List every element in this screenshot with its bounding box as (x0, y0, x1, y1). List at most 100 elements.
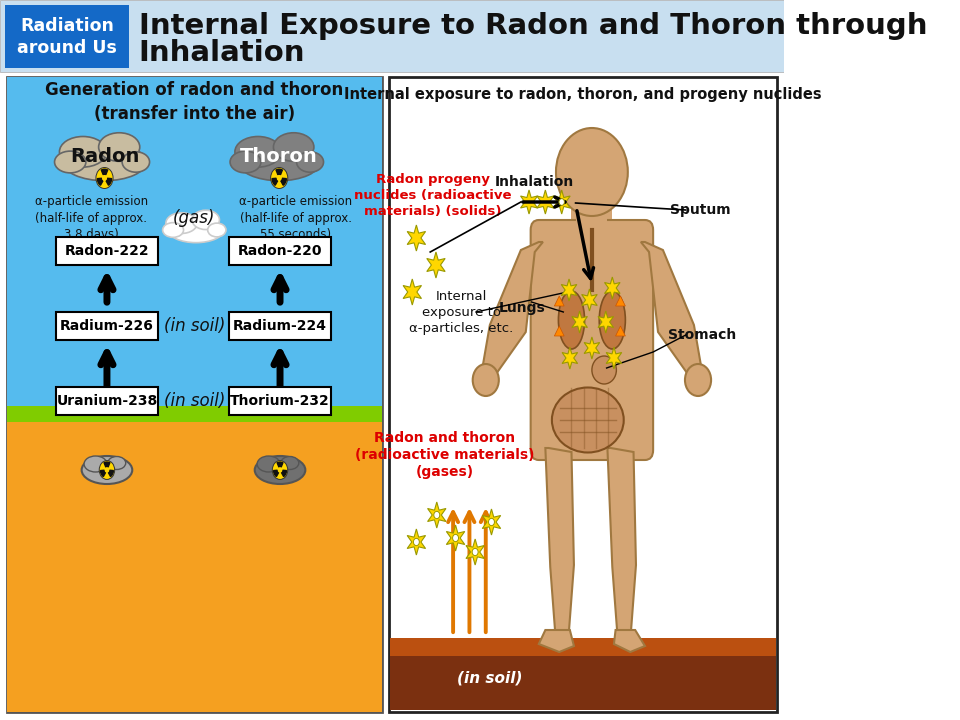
Circle shape (99, 461, 114, 480)
Polygon shape (614, 630, 645, 652)
Ellipse shape (108, 456, 126, 469)
FancyBboxPatch shape (5, 5, 129, 68)
FancyBboxPatch shape (391, 642, 776, 710)
Wedge shape (97, 179, 103, 185)
Ellipse shape (55, 151, 85, 173)
Text: Radon progeny
nuclides (radioactive
materials) (solids): Radon progeny nuclides (radioactive mate… (354, 173, 512, 217)
Ellipse shape (168, 217, 224, 243)
Polygon shape (520, 190, 538, 214)
Text: Internal exposure to radon, thoron, and progeny nuclides: Internal exposure to radon, thoron, and … (344, 86, 822, 102)
Ellipse shape (281, 456, 299, 469)
Text: Radon-220: Radon-220 (238, 244, 323, 258)
Polygon shape (562, 347, 578, 369)
Ellipse shape (82, 456, 132, 484)
Text: α-particle emission
(half-life of approx.
3.8 days): α-particle emission (half-life of approx… (35, 196, 148, 240)
Text: (in soil): (in soil) (163, 392, 225, 410)
Ellipse shape (599, 291, 625, 349)
Polygon shape (539, 630, 574, 652)
Ellipse shape (297, 152, 324, 172)
Polygon shape (482, 242, 543, 377)
Ellipse shape (84, 456, 107, 472)
Ellipse shape (254, 456, 305, 484)
Ellipse shape (207, 223, 226, 237)
Polygon shape (562, 279, 577, 301)
Text: Sputum: Sputum (670, 203, 731, 217)
Polygon shape (554, 326, 564, 336)
Circle shape (434, 511, 440, 518)
Text: Radium-224: Radium-224 (233, 319, 327, 333)
Polygon shape (598, 311, 613, 333)
Text: Thorium-232: Thorium-232 (230, 394, 330, 408)
Circle shape (414, 539, 420, 546)
Ellipse shape (192, 210, 220, 230)
FancyBboxPatch shape (576, 192, 608, 232)
Ellipse shape (238, 143, 320, 181)
Text: Generation of radon and thoron
(transfer into the air): Generation of radon and thoron (transfer… (45, 81, 344, 123)
Text: Thoron: Thoron (240, 146, 318, 166)
Polygon shape (466, 539, 485, 565)
FancyBboxPatch shape (56, 387, 158, 415)
Circle shape (271, 168, 288, 189)
Ellipse shape (552, 387, 624, 452)
Polygon shape (554, 296, 564, 306)
Text: Internal
exposure to
α-particles, etc.: Internal exposure to α-particles, etc. (409, 289, 514, 335)
Circle shape (685, 364, 711, 396)
Text: Radium-226: Radium-226 (60, 319, 154, 333)
Polygon shape (427, 502, 446, 528)
FancyBboxPatch shape (391, 638, 776, 656)
Wedge shape (281, 179, 286, 185)
Polygon shape (582, 289, 597, 311)
Polygon shape (545, 448, 574, 632)
FancyBboxPatch shape (56, 312, 158, 340)
FancyBboxPatch shape (228, 237, 331, 265)
Ellipse shape (559, 291, 585, 349)
Wedge shape (277, 462, 283, 467)
FancyBboxPatch shape (56, 237, 158, 265)
Circle shape (278, 468, 281, 472)
Ellipse shape (122, 152, 150, 172)
Text: (in soil): (in soil) (457, 670, 522, 685)
Wedge shape (104, 462, 109, 467)
Text: Radon and thoron
(radioactive materials)
(gases): Radon and thoron (radioactive materials)… (355, 431, 535, 480)
Ellipse shape (60, 137, 107, 167)
Polygon shape (407, 225, 425, 251)
FancyBboxPatch shape (7, 77, 382, 712)
Polygon shape (446, 525, 465, 551)
FancyBboxPatch shape (7, 420, 382, 712)
Text: α-particle emission
(half-life of approx.
55 seconds): α-particle emission (half-life of approx… (239, 196, 352, 240)
Text: Radon-222: Radon-222 (64, 244, 149, 258)
FancyBboxPatch shape (531, 220, 653, 460)
Text: (in soil): (in soil) (163, 317, 225, 335)
Wedge shape (272, 179, 277, 185)
Ellipse shape (230, 151, 261, 173)
Polygon shape (641, 242, 702, 377)
Circle shape (559, 199, 564, 205)
FancyBboxPatch shape (389, 77, 778, 712)
Ellipse shape (274, 132, 314, 161)
Circle shape (452, 534, 459, 541)
Polygon shape (615, 326, 625, 336)
Polygon shape (553, 190, 570, 214)
Polygon shape (605, 277, 620, 299)
Circle shape (472, 364, 499, 396)
Polygon shape (584, 337, 600, 359)
Wedge shape (276, 169, 282, 175)
Ellipse shape (592, 356, 616, 384)
Circle shape (277, 176, 281, 180)
Polygon shape (608, 448, 636, 632)
Text: Uranium-238: Uranium-238 (57, 394, 157, 408)
Circle shape (103, 176, 107, 180)
Ellipse shape (235, 137, 281, 167)
Text: Inhalation: Inhalation (495, 175, 574, 189)
Polygon shape (403, 279, 421, 305)
Circle shape (472, 549, 478, 556)
Circle shape (106, 468, 108, 472)
Polygon shape (537, 190, 554, 214)
Ellipse shape (162, 222, 183, 238)
Text: (gas): (gas) (173, 209, 215, 227)
Circle shape (96, 168, 113, 189)
Polygon shape (606, 347, 622, 369)
Polygon shape (615, 296, 625, 306)
FancyBboxPatch shape (7, 77, 382, 410)
Polygon shape (572, 311, 588, 333)
